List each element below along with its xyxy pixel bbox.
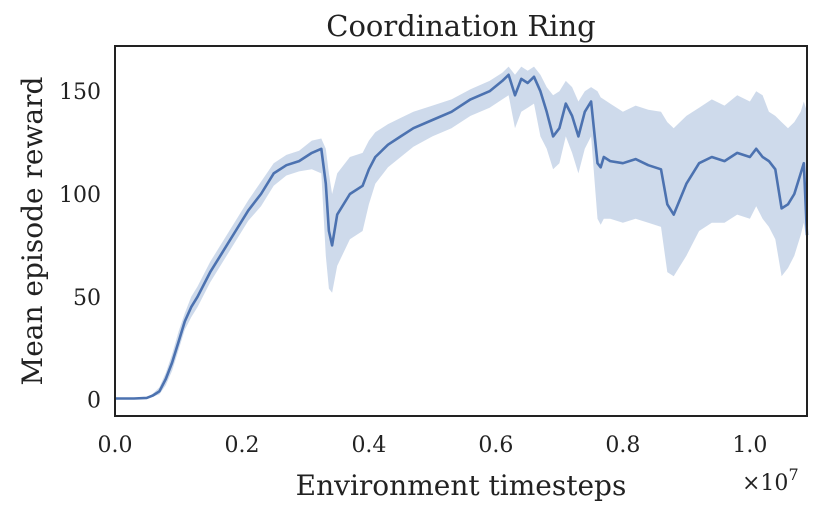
x-axis-offset-label: ×107: [742, 465, 799, 496]
x-axis-offset-base: ×10: [742, 471, 788, 496]
x-axis-offset-exponent: 7: [788, 465, 798, 484]
x-tick-label: 1.0: [732, 433, 767, 458]
confidence-band-layer: [115, 66, 807, 399]
chart-title: Coordination Ring: [326, 9, 595, 43]
y-tick-label: 50: [73, 286, 101, 311]
y-tick-label: 150: [59, 80, 101, 105]
x-tick-label: 0.6: [478, 433, 513, 458]
y-axis-ticks: 0 50 100 150: [59, 80, 101, 413]
x-tick-label: 0.8: [605, 433, 640, 458]
y-tick-label: 100: [59, 183, 101, 208]
y-tick-label: 0: [87, 389, 101, 414]
x-axis-ticks: 0.0 0.2 0.4 0.6 0.8 1.0: [98, 433, 768, 458]
y-axis-label: Mean episode reward: [16, 77, 49, 386]
x-tick-label: 0.4: [351, 433, 386, 458]
plot-area-frame: [114, 45, 808, 417]
series-confidence-band: [115, 66, 807, 399]
x-axis-label: Environment timesteps: [296, 469, 627, 502]
series-mean-line: [115, 73, 809, 400]
x-tick-label: 0.2: [224, 433, 259, 458]
series-line-layer: [115, 73, 809, 400]
x-tick-label: 0.0: [98, 433, 133, 458]
